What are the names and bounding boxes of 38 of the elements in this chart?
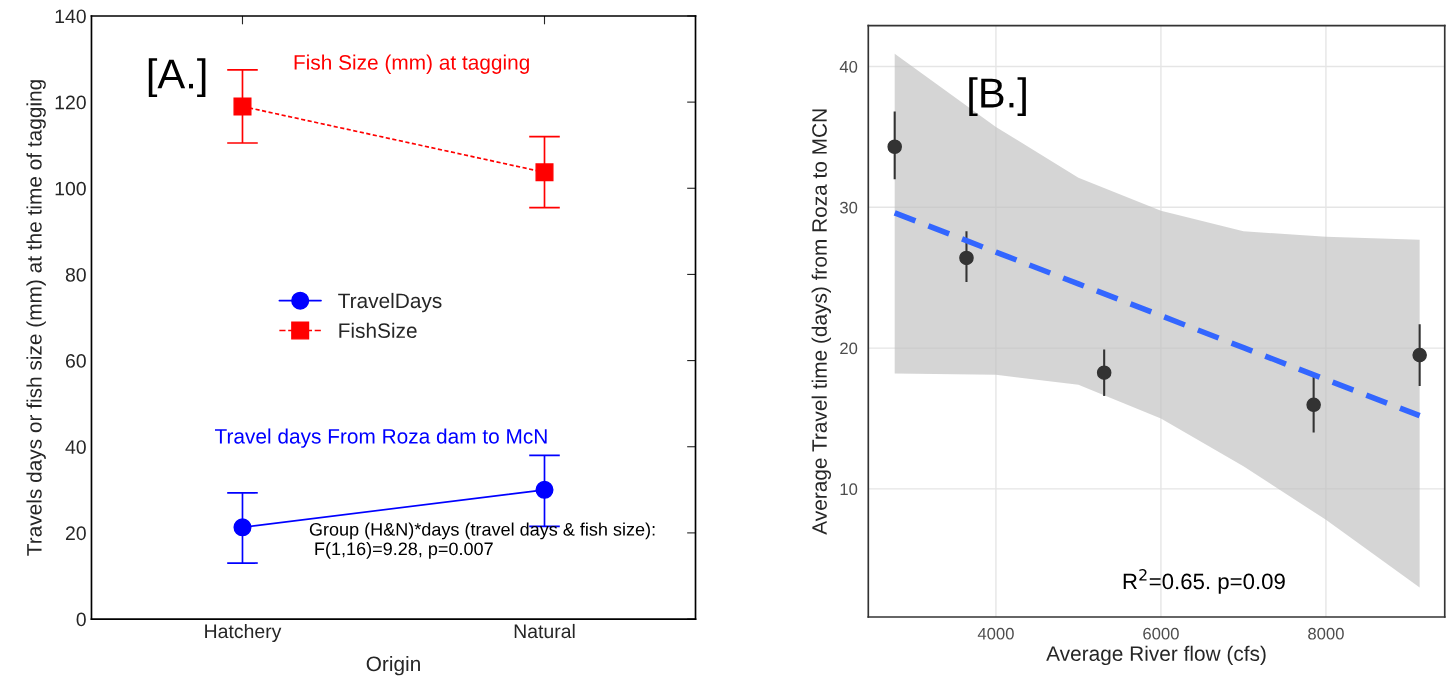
x-tick-label: Natural xyxy=(514,623,575,639)
annotation: Group (H&N)*days (travel days & fish size): F(1,16)=9.28, p=0.007 xyxy=(309,522,655,559)
x-tick-label: 6000 xyxy=(1143,627,1179,640)
x-axis-title: Average River flow (cfs) xyxy=(1046,645,1266,666)
legend-label: TravelDays xyxy=(338,292,442,313)
y-tick-label: 0 xyxy=(76,612,86,627)
point xyxy=(535,163,554,182)
y-axis-title: Average Travel time (days) from Roza to MCN xyxy=(811,109,832,535)
y-tick-label: 120 xyxy=(55,95,86,110)
y-tick-label: 10 xyxy=(840,483,858,496)
y-tick-label: 20 xyxy=(65,526,86,541)
point xyxy=(1096,365,1112,380)
y-tick-label: 100 xyxy=(55,181,86,196)
legend-label: FishSize xyxy=(339,322,417,339)
annotation: [A.] xyxy=(148,58,206,98)
point xyxy=(887,139,902,155)
x-axis-title: Origin xyxy=(366,655,420,676)
x-tick-label: Hatchery xyxy=(205,623,282,643)
point xyxy=(233,97,252,116)
y-tick-label: 80 xyxy=(65,267,86,282)
point xyxy=(535,480,554,499)
annotation: R$^{2}$=0.65. p=0.09 xyxy=(1123,569,1285,594)
annotation: Fish Size (mm) at tagging xyxy=(294,54,529,74)
point xyxy=(1412,347,1427,363)
y-tick-label: 140 xyxy=(55,9,86,24)
x-tick-label: 4000 xyxy=(977,627,1014,640)
point xyxy=(233,518,252,537)
y-tick-label: 60 xyxy=(65,354,86,368)
y-tick-label: 20 xyxy=(840,342,858,355)
y-tick-label: 40 xyxy=(65,440,86,454)
y-tick-label: 40 xyxy=(839,60,858,73)
annotation: [B.] xyxy=(969,77,1026,117)
point xyxy=(959,250,974,266)
y-tick-label: 30 xyxy=(839,201,858,214)
x-tick-label: 8000 xyxy=(1308,627,1344,640)
annotation: Travel days From Roza dam to McN xyxy=(214,428,547,448)
y-axis-title: Travels days or fish size (mm) at the time of tagging xyxy=(26,80,46,556)
point xyxy=(1306,397,1321,413)
